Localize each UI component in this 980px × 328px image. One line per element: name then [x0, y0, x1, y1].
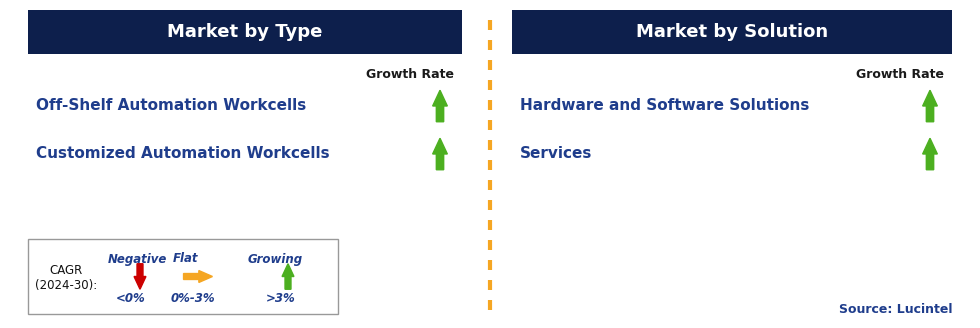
- Text: 0%-3%: 0%-3%: [171, 292, 216, 304]
- FancyBboxPatch shape: [28, 239, 338, 314]
- Polygon shape: [432, 90, 447, 122]
- Text: Negative: Negative: [108, 253, 168, 265]
- Polygon shape: [922, 90, 937, 122]
- Text: Services: Services: [520, 147, 592, 161]
- Text: Growth Rate: Growth Rate: [856, 68, 944, 81]
- Text: Off-Shelf Automation Workcells: Off-Shelf Automation Workcells: [36, 98, 306, 113]
- Polygon shape: [282, 264, 294, 289]
- Polygon shape: [183, 271, 213, 282]
- Polygon shape: [134, 264, 146, 289]
- Polygon shape: [922, 138, 937, 170]
- Text: Source: Lucintel: Source: Lucintel: [839, 303, 952, 316]
- Text: Market by Type: Market by Type: [168, 23, 322, 41]
- Text: Hardware and Software Solutions: Hardware and Software Solutions: [520, 98, 809, 113]
- Text: Growing: Growing: [248, 253, 303, 265]
- Text: (2024-30):: (2024-30):: [35, 279, 97, 292]
- FancyBboxPatch shape: [28, 10, 462, 54]
- Text: Flat: Flat: [173, 253, 199, 265]
- Text: CAGR: CAGR: [49, 264, 82, 277]
- Text: <0%: <0%: [116, 292, 146, 304]
- Text: >3%: >3%: [266, 292, 296, 304]
- Text: Customized Automation Workcells: Customized Automation Workcells: [36, 147, 329, 161]
- Polygon shape: [432, 138, 447, 170]
- Text: Market by Solution: Market by Solution: [636, 23, 828, 41]
- Text: Growth Rate: Growth Rate: [366, 68, 454, 81]
- FancyBboxPatch shape: [512, 10, 952, 54]
